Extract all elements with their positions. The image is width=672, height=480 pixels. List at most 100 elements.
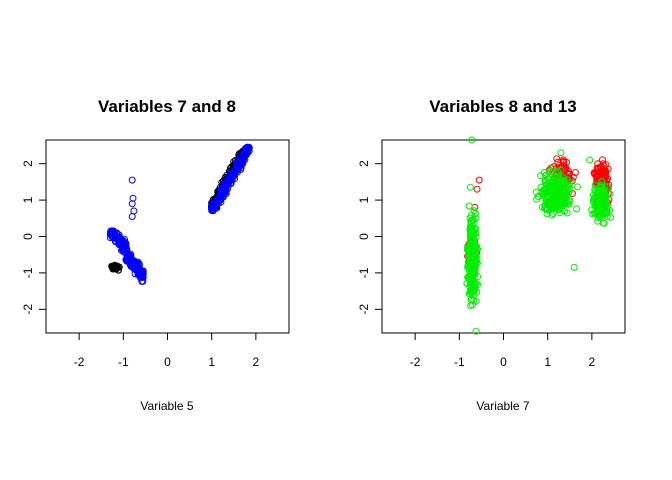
data-point (598, 201, 606, 209)
data-point (590, 169, 598, 177)
data-point (114, 266, 122, 274)
data-point (556, 209, 564, 217)
data-point (467, 258, 475, 266)
data-point (467, 302, 474, 310)
data-point (113, 265, 121, 272)
data-point (238, 159, 246, 167)
data-point (469, 273, 477, 281)
data-point (540, 169, 548, 176)
x-tick-label: 2 (253, 355, 260, 369)
x-tick-label: -2 (74, 355, 85, 369)
panel-2-plot-box (381, 139, 626, 334)
y-tick-label: 2 (21, 160, 35, 167)
data-point (539, 191, 547, 199)
data-point (598, 183, 605, 191)
x-tick-label: -2 (410, 355, 421, 369)
data-point (129, 259, 137, 267)
data-point (563, 184, 571, 192)
data-point (108, 233, 116, 241)
data-point (601, 183, 609, 191)
data-point (604, 165, 612, 173)
x-tick-label: 2 (589, 355, 596, 369)
data-point (467, 224, 475, 232)
data-point (561, 207, 568, 215)
data-point (551, 188, 559, 196)
y-tick-label: 0 (21, 233, 35, 240)
data-point (553, 155, 561, 163)
data-point (128, 200, 136, 208)
data-point (128, 213, 136, 220)
data-point (471, 266, 479, 274)
data-point (214, 199, 222, 207)
data-point (473, 185, 481, 193)
panel-2-xlabel: Variable 7 (476, 399, 529, 413)
data-point (134, 259, 142, 267)
data-point (569, 173, 577, 181)
data-point (560, 193, 568, 201)
data-point (570, 264, 578, 271)
data-point (232, 165, 240, 173)
panel-1-plot-box (45, 139, 290, 334)
data-point (209, 207, 217, 215)
data-point (470, 269, 477, 277)
data-point (471, 257, 479, 265)
y-tick-label: 0 (357, 233, 371, 240)
data-point (108, 263, 116, 271)
data-point (596, 213, 604, 221)
data-point (227, 171, 235, 179)
data-point (557, 166, 565, 174)
data-point (543, 181, 551, 189)
x-tick-label: -1 (118, 355, 129, 369)
data-point (554, 168, 562, 175)
y-tick-label: 1 (21, 196, 35, 203)
data-point (599, 156, 606, 164)
data-point (128, 176, 136, 184)
data-point (117, 239, 125, 247)
scatter-panel-1: Variables 7 and 8 -2 -1 0 1 2 -2 -1 0 1 2 Variabl… (21, 97, 290, 413)
data-point (559, 158, 567, 165)
data-point (558, 200, 566, 208)
panel-1-axes: -2 -1 0 1 2 -2 -1 0 1 2 (21, 160, 260, 369)
data-point (465, 290, 473, 298)
panel-2-title: Variables 8 and 13 (429, 97, 576, 116)
data-point (546, 201, 554, 209)
data-point (208, 205, 216, 213)
data-point (134, 271, 142, 279)
data-point (244, 148, 252, 156)
x-tick-label: 1 (208, 355, 215, 369)
panel-2-points (463, 136, 615, 335)
panel-1-xlabel: Variable 5 (140, 399, 193, 413)
x-tick-label: 0 (164, 355, 171, 369)
x-tick-label: -1 (454, 355, 465, 369)
data-point (541, 201, 549, 209)
data-point (472, 327, 480, 335)
scatter-panel-2: Variables 8 and 13 -2 -1 0 1 2 -2 -1 0 1 2 Variab… (357, 97, 626, 413)
data-point (468, 136, 476, 144)
panel-2-axes: -2 -1 0 1 2 -2 -1 0 1 2 (357, 160, 596, 369)
data-point (594, 208, 602, 216)
data-point (563, 182, 571, 189)
y-tick-label: -2 (357, 304, 371, 315)
data-point (227, 175, 235, 183)
data-point (607, 213, 615, 221)
data-point (242, 151, 250, 159)
data-point (557, 149, 565, 157)
data-point (542, 172, 550, 180)
data-point (552, 204, 559, 212)
data-point (472, 297, 480, 305)
data-point (120, 247, 128, 255)
data-point (606, 190, 614, 198)
data-point (548, 211, 556, 219)
data-point (543, 210, 551, 218)
data-point (542, 205, 550, 213)
data-point (547, 167, 555, 175)
data-point (598, 191, 606, 199)
data-point (243, 143, 251, 151)
data-point (129, 194, 137, 202)
data-point (559, 191, 567, 199)
y-tick-label: -1 (357, 267, 371, 278)
y-tick-label: 2 (357, 160, 371, 167)
y-tick-label: 1 (357, 196, 371, 203)
data-point (599, 212, 607, 220)
data-point (120, 240, 127, 248)
